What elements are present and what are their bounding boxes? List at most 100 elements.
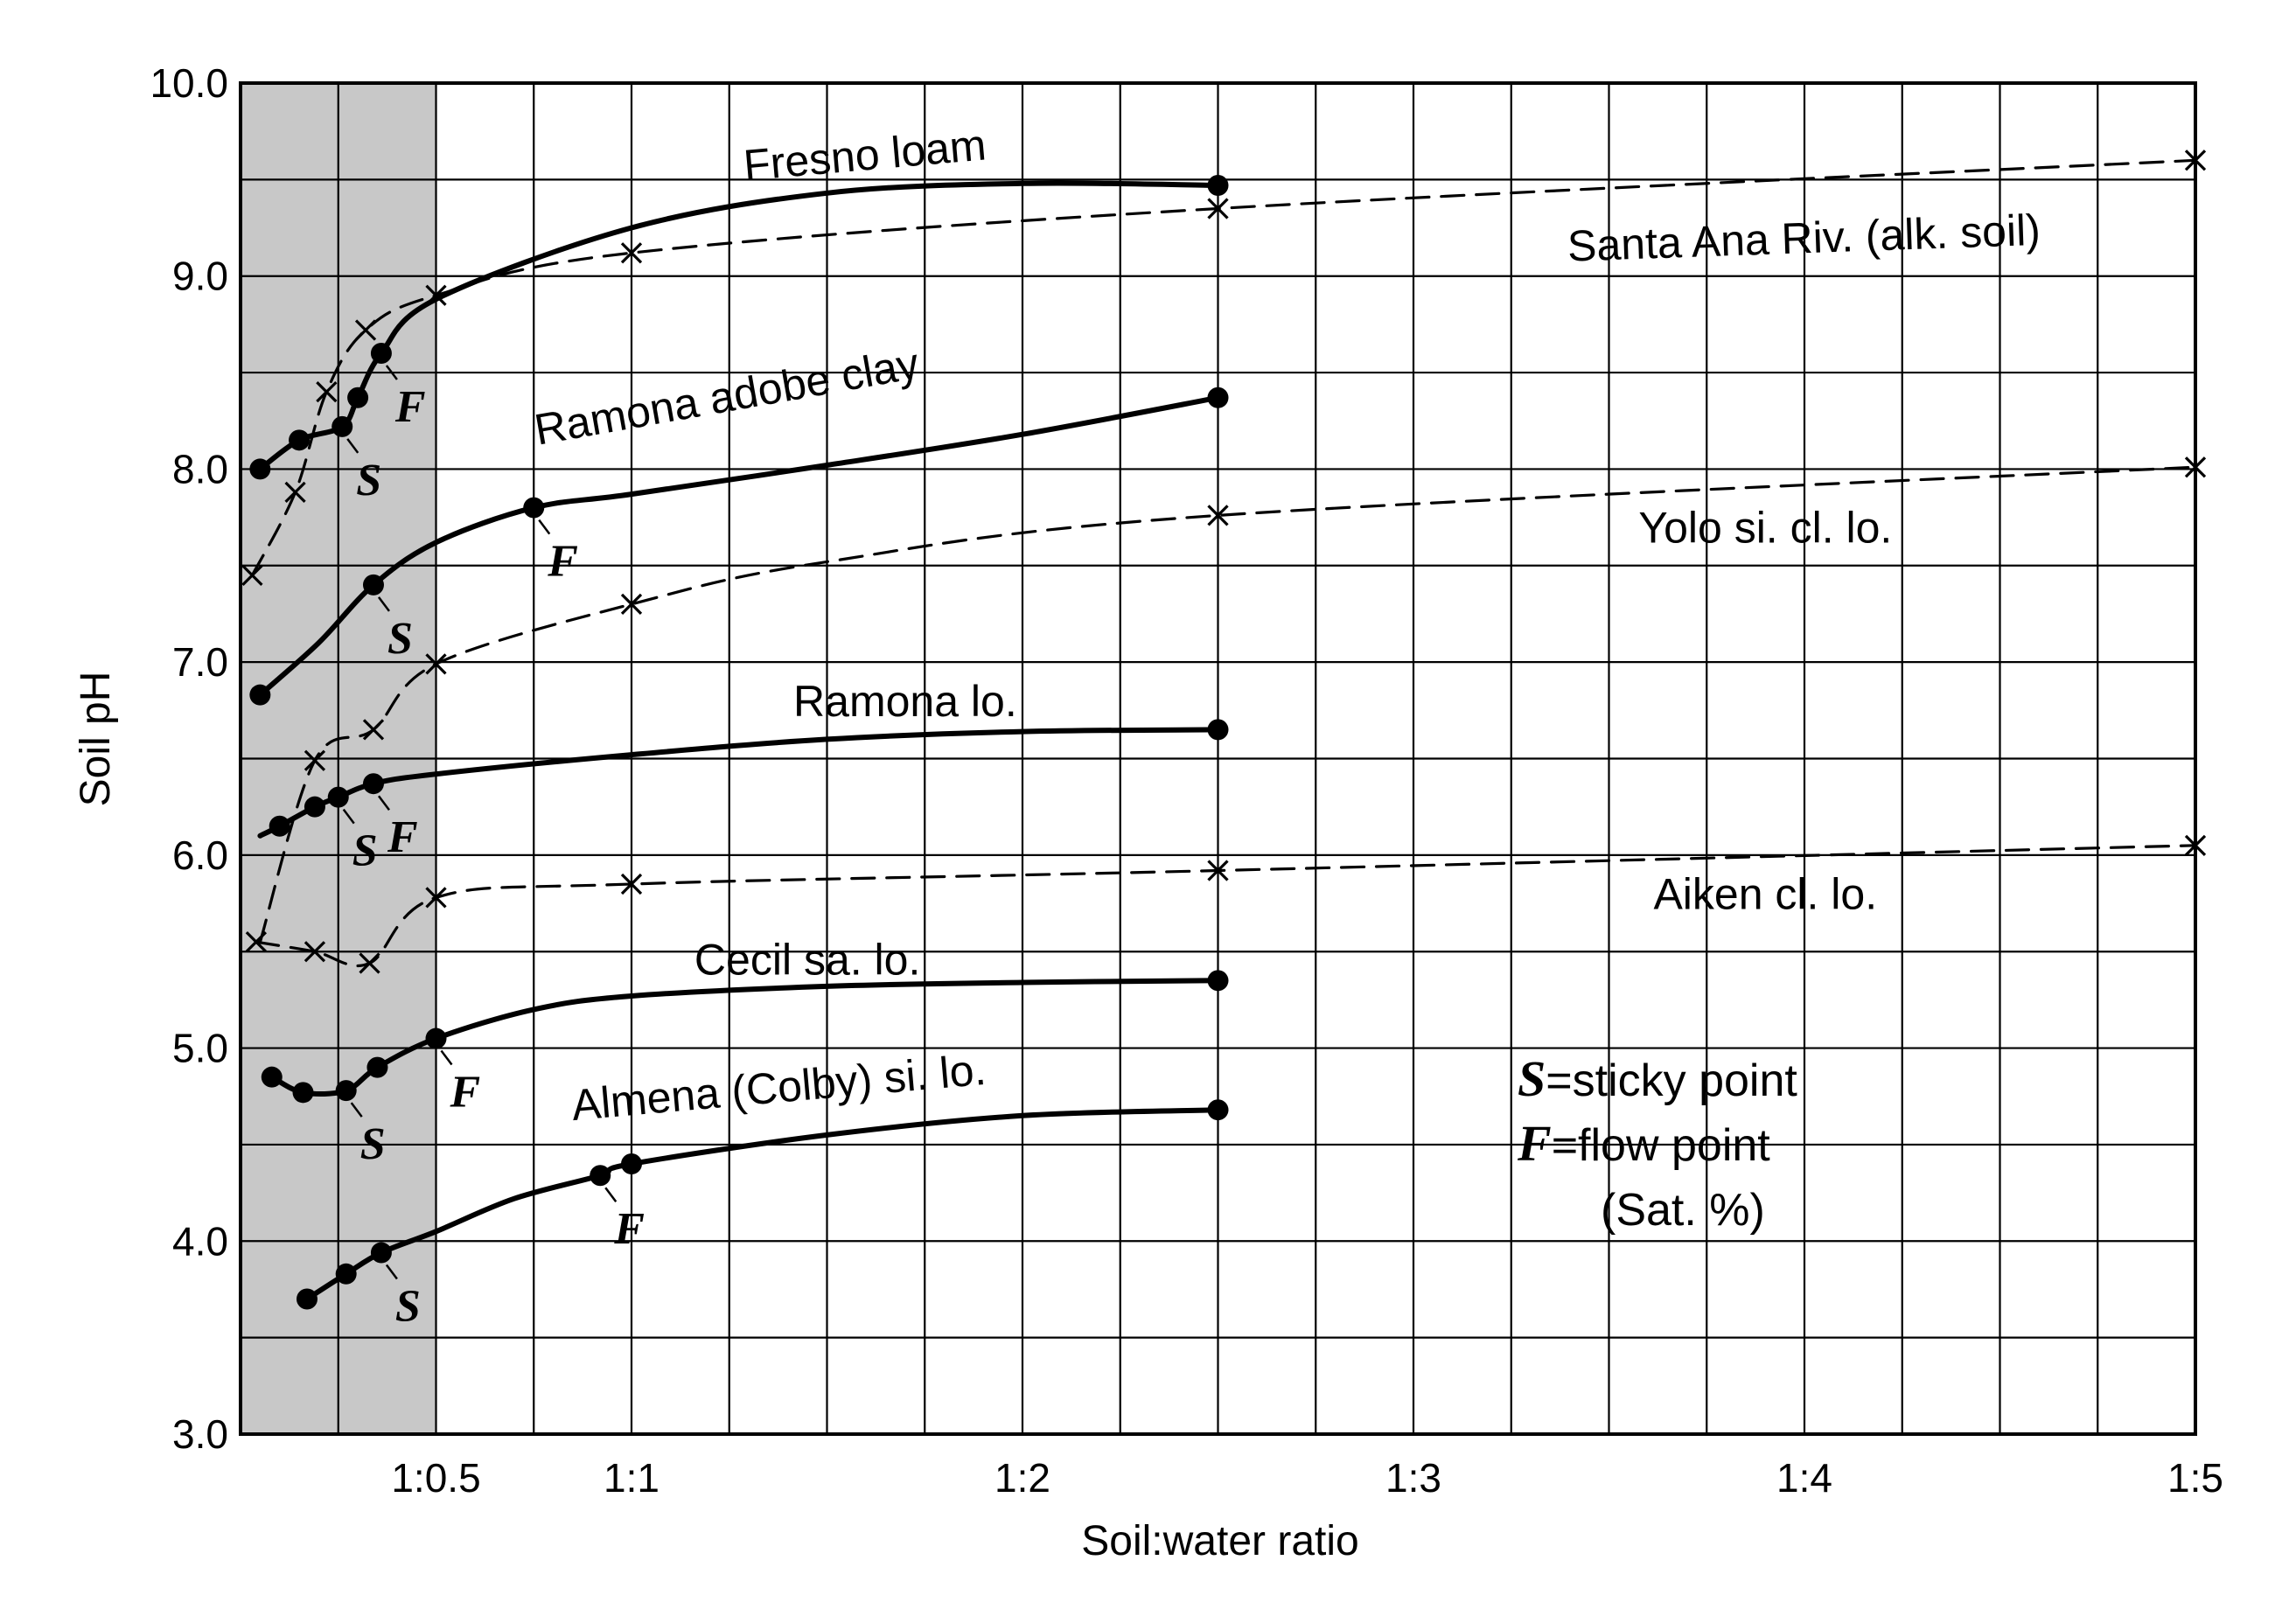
data-point [359, 952, 380, 974]
data-point [284, 481, 306, 504]
flow-point-marker: F [450, 1068, 481, 1118]
x-tick-label: 1:0.5 [391, 1455, 480, 1501]
sticky-point-marker-leader [350, 1102, 363, 1118]
x-tick-label: 1:5 [2167, 1455, 2223, 1501]
data-point [425, 284, 447, 306]
plot-frame [239, 81, 2197, 1436]
data-point [331, 415, 353, 437]
data-point [269, 815, 290, 837]
x-tick-label: 1:3 [1385, 1455, 1441, 1501]
y-tick-label: 8.0 [172, 446, 228, 491]
y-tick-label: 5.0 [172, 1026, 228, 1071]
flow-point-marker-leader [440, 1049, 453, 1066]
data-point [335, 1263, 357, 1285]
flow-point-marker-leader [385, 365, 398, 380]
flow-point-marker-leader [377, 795, 390, 811]
series-0: SF [249, 174, 1229, 505]
series-label: Aiken cl. lo. [1653, 870, 1877, 919]
series-line [304, 1107, 1221, 1302]
series-label: Ramona adobe clay [531, 338, 923, 454]
flow-point-marker: F [613, 1204, 645, 1254]
data-point [245, 931, 268, 953]
data-point [370, 343, 392, 364]
flow-point-marker-leader [538, 519, 551, 535]
legend-entry: (Sat. %) [1601, 1185, 1765, 1236]
x-tick-label: 1:4 [1776, 1455, 1832, 1501]
series-7: SF [296, 1099, 1229, 1332]
legend: S=sticky point F=flow point (Sat. %) [1517, 1050, 1797, 1236]
data-point [249, 684, 271, 706]
sticky-point-marker-leader [385, 1264, 398, 1280]
data-point [354, 319, 377, 341]
sticky-point-marker-leader [377, 596, 390, 612]
data-point [289, 429, 311, 451]
data-point [1207, 1099, 1229, 1121]
legend-entry: S=sticky point [1518, 1050, 1797, 1107]
series-2: SF [249, 387, 1229, 706]
data-point [620, 873, 643, 895]
data-point [316, 381, 338, 403]
flow-point-marker-leader [604, 1187, 618, 1202]
grid-layer [241, 83, 2195, 1434]
data-point [296, 1288, 318, 1310]
x-axis-title: Soil:water ratio [1081, 1518, 1358, 1564]
series-line [257, 394, 1221, 698]
sticky-point-marker: S [356, 456, 381, 505]
series-label: Yolo si. cl. lo. [1638, 503, 1892, 552]
data-point [362, 574, 384, 596]
data-point [304, 941, 326, 963]
axis-layer: 3.0 4.0 5.0 6.0 7.0 8.0 9.0 10.0 1:0.5 1:1 1:2 1:3 1… [150, 60, 2223, 1501]
legend-entry: F=flow point [1517, 1115, 1770, 1172]
y-axis-title: Soil pH [73, 672, 119, 807]
data-point [335, 1080, 357, 1102]
series-label: Santa Ana Riv. (alk. soil) [1567, 205, 2041, 271]
y-tick-label: 9.0 [172, 254, 228, 299]
data-point [370, 1242, 392, 1264]
series-1 [241, 150, 2207, 586]
series-line [255, 844, 2197, 968]
flow-point-marker: F [547, 537, 578, 587]
data-point [362, 719, 385, 741]
legend-text: (Sat. %) [1601, 1185, 1765, 1236]
series-line [258, 465, 2197, 944]
sticky-point-marker-leader [346, 438, 359, 454]
series-label: Ramona lo. [793, 677, 1017, 726]
data-point [304, 749, 326, 771]
sticky-point-marker: S [387, 614, 413, 664]
sticky-point-marker: S [395, 1282, 421, 1332]
legend-letter: S [1518, 1050, 1546, 1107]
series-3 [258, 456, 2207, 944]
sticky-point-marker: S [352, 826, 378, 876]
data-point [362, 773, 384, 795]
data-point [249, 458, 271, 480]
data-point [327, 786, 349, 808]
data-point [425, 887, 447, 909]
legend-letter: F [1517, 1115, 1552, 1172]
y-tick-label: 4.0 [172, 1218, 228, 1264]
legend-text: =sticky point [1546, 1055, 1797, 1106]
series-line [250, 158, 2197, 577]
series-label: Cecil sa. lo. [694, 936, 920, 985]
y-tick-label: 3.0 [172, 1411, 228, 1457]
data-point [425, 653, 447, 675]
data-point [1207, 860, 1229, 881]
data-point [347, 387, 369, 408]
data-point [1207, 198, 1229, 219]
data-point [620, 593, 643, 616]
data-point [241, 564, 263, 586]
data-point [1207, 387, 1229, 408]
data-point [621, 1153, 642, 1174]
data-point [366, 1056, 388, 1078]
x-tick-label: 1:1 [604, 1455, 659, 1501]
series-5 [245, 834, 2207, 974]
series-6: SF [261, 970, 1229, 1169]
flow-point-marker: F [394, 382, 426, 432]
x-tick-label: 1:2 [994, 1455, 1050, 1501]
flow-point-marker: F [387, 812, 418, 862]
sticky-point-marker-leader [342, 808, 355, 825]
data-point [1207, 174, 1229, 196]
